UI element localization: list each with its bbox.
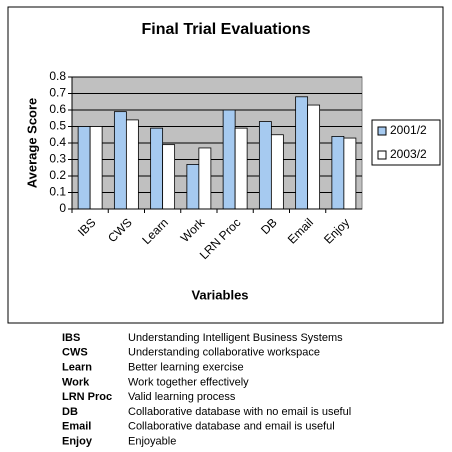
y-tick-label: 0.6 [49,102,66,116]
y-tick-label: 0.3 [49,152,66,166]
y-tick-label: 0.2 [49,168,66,182]
bar [186,164,200,210]
glossary-term: Learn [62,362,92,374]
y-axis-title: Average Score [24,98,39,189]
bar [270,134,284,210]
y-tick-label: 0.7 [49,86,66,100]
bar [150,127,164,210]
bar [331,135,345,210]
glossary-description: Better learning exercise [128,362,244,374]
y-tick-label: 0.8 [49,69,66,83]
bar [77,126,91,210]
glossary-term: Work [62,376,90,388]
bar [113,111,127,210]
legend-swatch [377,126,387,136]
glossary-description: Understanding Intelligent Business Syste… [128,332,343,344]
glossary-description: Valid learning process [128,391,236,403]
glossary-term: DB [62,406,78,418]
glossary-term: CWS [62,347,88,359]
bar [258,121,272,210]
glossary-term: IBS [62,332,80,344]
bar [222,109,236,210]
y-tick-label: 0.5 [49,119,66,133]
glossary-description: Work together effectively [128,376,249,388]
chart-title: Final Trial Evaluations [142,21,311,38]
bar [295,96,309,210]
glossary-term: LRN Proc [62,391,112,403]
legend-swatch [377,150,387,160]
bar [234,127,248,210]
y-tick-label: 0 [59,201,66,215]
bar [89,126,103,210]
bar [307,104,321,210]
glossary-term: Email [62,421,91,433]
glossary-description: Collaborative database with no email is … [128,406,351,418]
glossary-description: Understanding collaborative workspace [128,347,320,359]
bar [343,137,357,210]
y-tick-label: 0.4 [49,135,66,149]
bar [125,119,139,210]
bar [198,147,212,210]
bar [162,144,176,210]
glossary-description: Collaborative database and email is usef… [128,421,335,433]
legend-label: 2003/2 [390,147,427,161]
legend-label: 2001/2 [390,123,427,137]
glossary-term: Enjoy [62,436,93,448]
glossary-description: Enjoyable [128,436,176,448]
y-tick-label: 0.1 [49,185,66,199]
x-axis-title: Variables [191,287,248,302]
